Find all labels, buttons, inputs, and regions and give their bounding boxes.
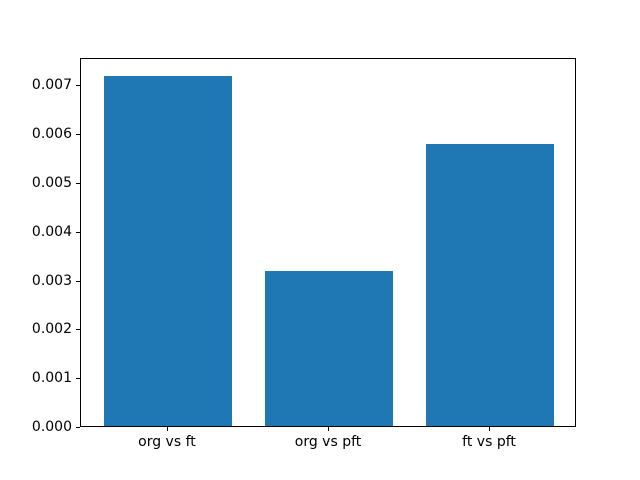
bar-org-vs-pft (264, 270, 394, 426)
x-tick-mark (166, 427, 168, 431)
y-tick-mark (76, 134, 80, 136)
y-tick-mark (76, 231, 80, 233)
y-tick-mark (76, 427, 80, 428)
y-tick-label: 0.006 (31, 126, 72, 143)
y-tick-label: 0.001 (31, 370, 72, 387)
y-tick-mark (76, 378, 80, 380)
y-tick-label: 0.007 (31, 77, 72, 94)
y-tick-label: 0.002 (31, 321, 72, 338)
y-tick-mark (76, 85, 80, 87)
x-tick-label: ft vs pft (462, 434, 516, 450)
plot-area (80, 58, 576, 427)
y-tick-mark (76, 329, 80, 331)
y-tick-label: 0.004 (31, 223, 72, 240)
bar-ft-vs-pft (425, 143, 555, 426)
y-tick-label: 0.000 (31, 419, 72, 435)
y-tick-label: 0.005 (31, 174, 72, 191)
x-tick-mark (328, 427, 329, 431)
y-tick-mark (76, 280, 80, 282)
bar-org-vs-ft (103, 75, 233, 426)
x-tick-label: org vs pft (294, 434, 362, 450)
y-tick-label: 0.003 (31, 272, 72, 289)
y-tick-mark (76, 182, 80, 184)
x-tick-label: org vs ft (138, 434, 196, 450)
x-tick-mark (489, 427, 491, 431)
